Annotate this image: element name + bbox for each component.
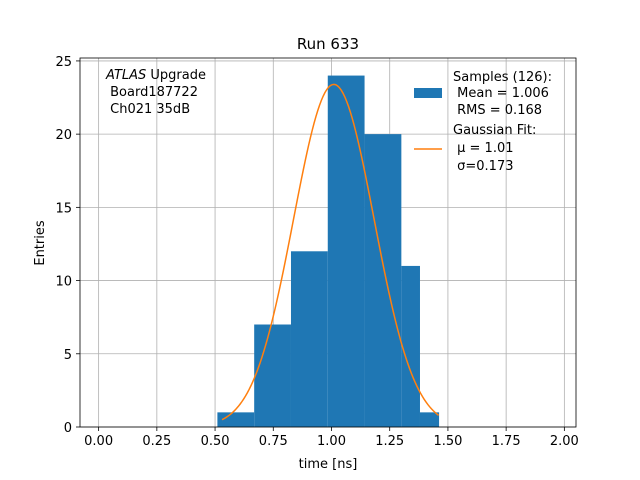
plot-frame xyxy=(79,57,577,428)
legend-histogram-label: Samples (126): xyxy=(453,70,552,85)
x-tick-label: 0.50 xyxy=(201,434,230,449)
y-tick-label: 20 xyxy=(55,128,72,143)
chart-title: Run 633 xyxy=(297,35,359,53)
histogram-bar xyxy=(419,412,440,427)
histogram-bar xyxy=(364,134,402,427)
histogram-bars xyxy=(217,75,440,428)
x-tick-label: 0.25 xyxy=(142,434,171,449)
y-tick-label: 10 xyxy=(55,275,72,290)
x-axis-label: time [ns] xyxy=(299,457,358,472)
y-axis-ticks: 0 5 10 15 20 25 xyxy=(55,55,80,436)
legend: Samples (126): Mean = 1.006 RMS = 0.168 … xyxy=(414,70,552,174)
x-tick-label: 2.00 xyxy=(550,434,579,449)
legend-mean: Mean = 1.006 xyxy=(453,86,549,101)
histogram-bar xyxy=(327,75,365,428)
upgrade-label: Upgrade xyxy=(146,68,206,83)
annotation-line-3: Ch021 35dB xyxy=(106,102,190,117)
y-axis-label: Entries xyxy=(33,220,48,266)
annotation-line-1: ATLAS Upgrade xyxy=(105,68,206,83)
legend-sigma: σ=0.173 xyxy=(453,159,513,174)
x-tick-label: 0.00 xyxy=(84,434,113,449)
histogram-bar xyxy=(290,251,328,427)
legend-rms: RMS = 0.168 xyxy=(453,103,542,118)
y-tick-label: 25 xyxy=(55,55,72,70)
y-tick-label: 5 xyxy=(64,348,72,363)
x-tick-label: 1.00 xyxy=(317,434,346,449)
histogram-bar xyxy=(401,265,420,427)
x-tick-label: 1.50 xyxy=(433,434,462,449)
legend-fit-label: Gaussian Fit: xyxy=(453,123,536,138)
x-tick-label: 1.75 xyxy=(492,434,521,449)
y-tick-label: 0 xyxy=(64,421,72,436)
legend-histogram-swatch xyxy=(414,88,442,98)
x-tick-label: 1.25 xyxy=(375,434,404,449)
gaussian-fit-curve xyxy=(221,83,440,421)
legend-mu: μ = 1.01 xyxy=(453,141,514,156)
x-axis-ticks: 0.00 0.25 0.50 0.75 1.00 1.25 1.50 1.75 2.00 xyxy=(84,427,579,449)
x-tick-label: 0.75 xyxy=(259,434,288,449)
histogram-bar xyxy=(217,412,255,427)
atlas-label: ATLAS xyxy=(105,68,146,83)
histogram-bar xyxy=(254,324,291,427)
annotation-line-2: Board187722 xyxy=(106,85,198,100)
y-tick-label: 15 xyxy=(55,201,72,216)
